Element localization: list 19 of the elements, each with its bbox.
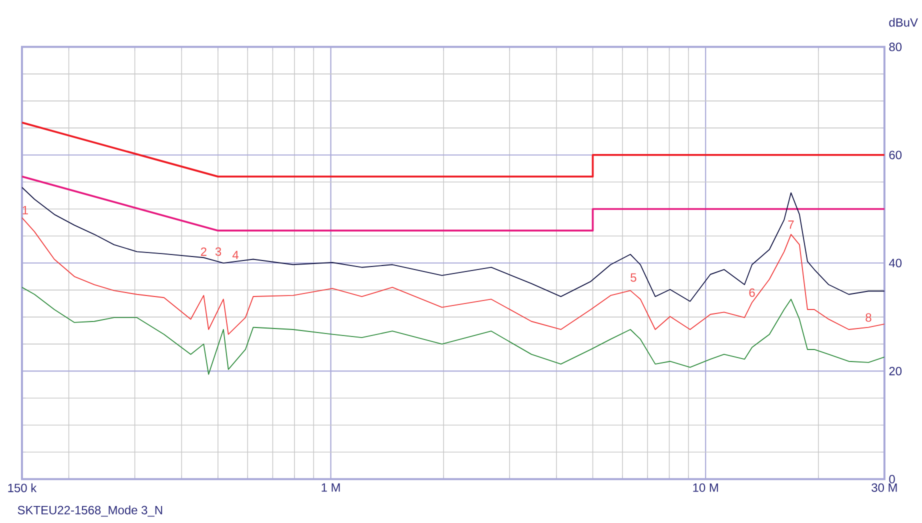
annotation: 1 — [22, 206, 28, 214]
annotation: 8 — [866, 313, 872, 322]
y-axis-title: dBuV — [889, 18, 918, 27]
annotation: 3 — [215, 247, 222, 256]
x-tick-label: 10 M — [693, 483, 718, 492]
y-tick-label: 20 — [889, 366, 902, 376]
annotation: 7 — [788, 220, 794, 229]
annotation: 2 — [200, 247, 206, 256]
y-tick-label: 60 — [889, 150, 902, 160]
y-tick-label: 40 — [888, 258, 902, 268]
annotation: 6 — [749, 288, 755, 297]
annotation: 4 — [232, 250, 238, 260]
text: SKTEU22-1568_Mode 3_N — [18, 506, 162, 517]
annotation: 5 — [630, 273, 636, 282]
y-tick-label: 80 — [889, 42, 902, 52]
x-tick-label: 1 M — [322, 483, 340, 492]
x-tick-label: 150 k — [8, 483, 37, 492]
y-tick-label: 0 — [889, 474, 895, 484]
x-tick-label: 30 M — [872, 483, 897, 492]
